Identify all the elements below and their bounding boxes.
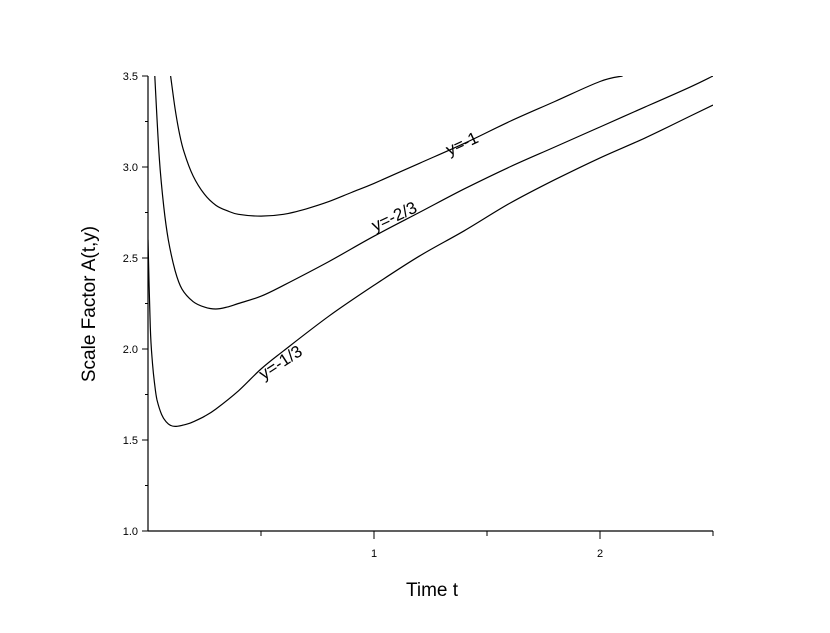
series-line-2	[154, 76, 713, 310]
series-label-3: y=-1/3	[255, 342, 305, 384]
series-label-2: y=-2/3	[369, 198, 420, 235]
y-tick-label: 2.5	[123, 253, 138, 265]
y-tick-label: 2.0	[123, 344, 138, 356]
series-curves	[148, 76, 713, 428]
y-axis-title: Scale Factor A(t,y)	[79, 226, 100, 382]
series-line-1	[170, 76, 623, 217]
axis-ticks: 1.0 1.5 2.0 2.5 3.0 3.5 1 2	[123, 71, 714, 560]
series-line-3	[148, 104, 713, 428]
y-tick-label: 3.0	[123, 162, 138, 174]
y-tick-label: 3.5	[123, 71, 138, 83]
y-tick-label: 1.0	[123, 526, 138, 538]
series-label-1: y=-1	[443, 128, 481, 159]
x-tick-label: 2	[597, 548, 603, 560]
y-tick-label: 1.5	[123, 435, 138, 447]
series-labels: y=-1 y=-2/3 y=-1/3	[255, 128, 481, 383]
x-tick-label: 1	[371, 548, 377, 560]
x-axis-title: Time t	[406, 580, 459, 601]
plot-frame	[147, 76, 713, 532]
